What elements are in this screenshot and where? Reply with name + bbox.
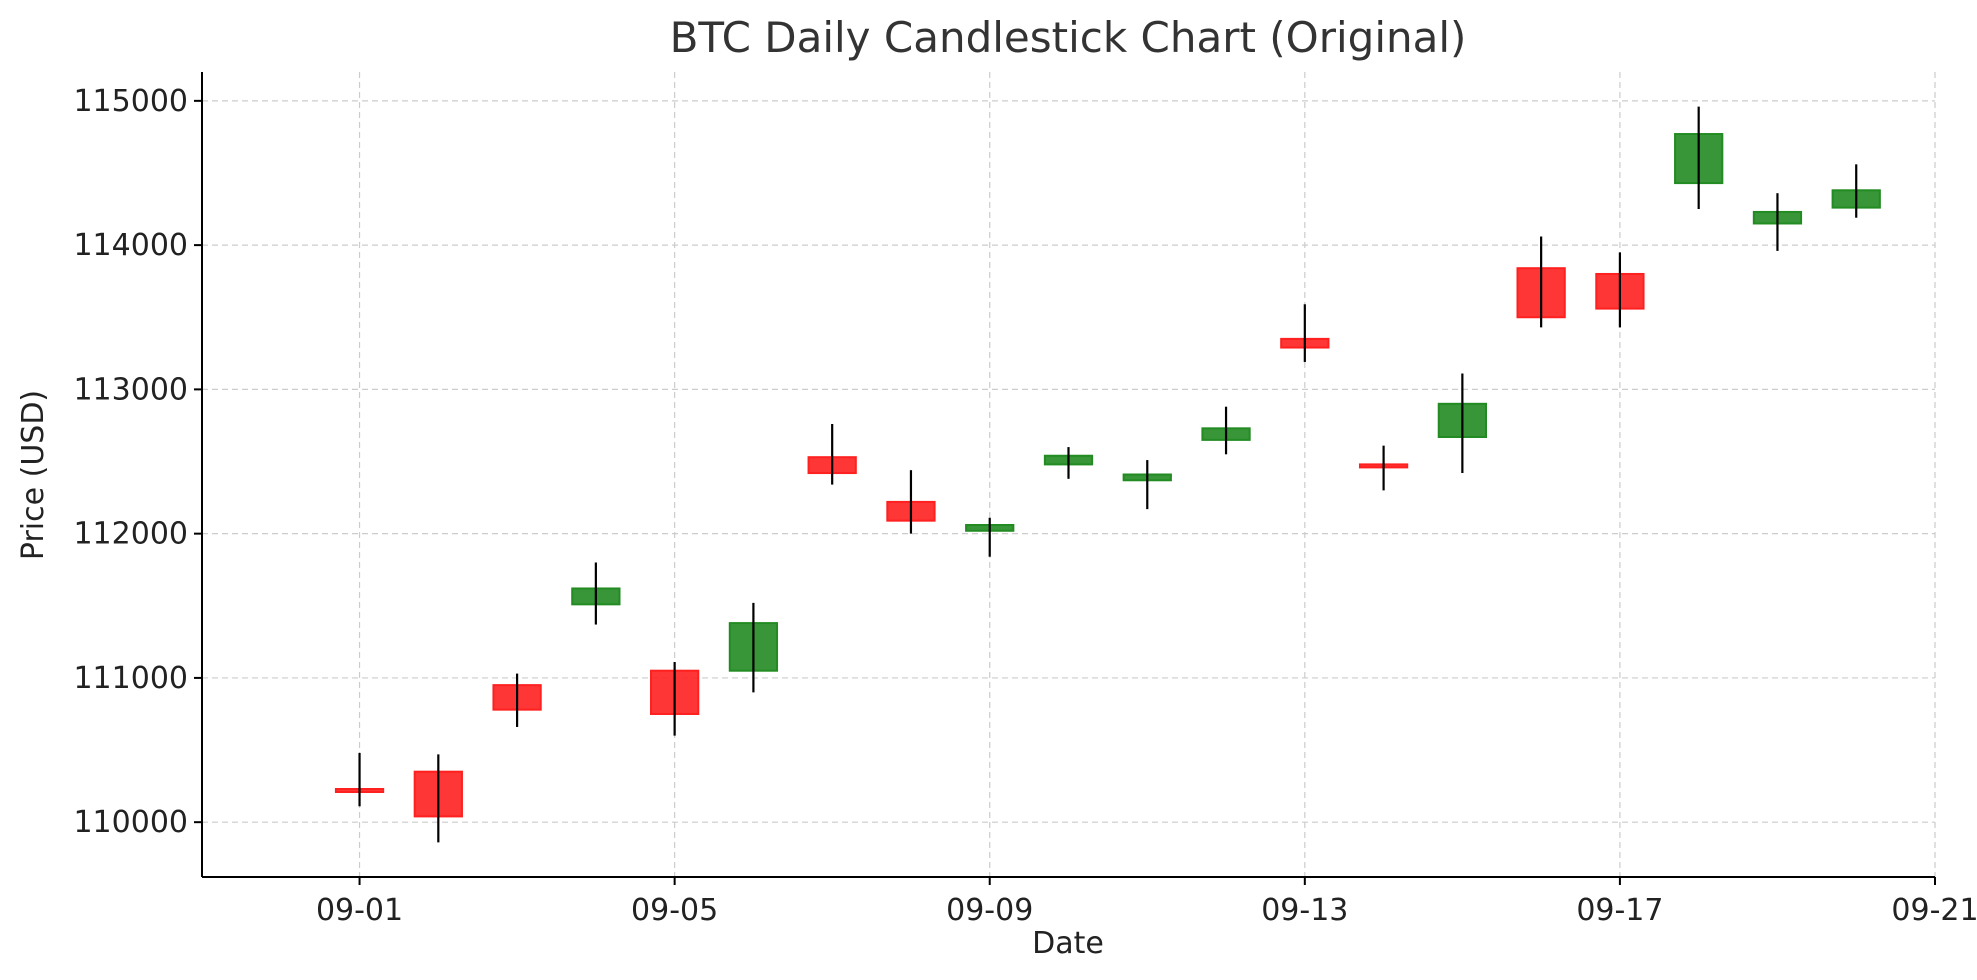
candle-2025-09-07 — [807, 424, 857, 485]
candle-2025-09-03 — [492, 673, 542, 727]
candle-2025-09-15 — [1437, 373, 1487, 474]
y-axis-label: Price (USD) — [16, 390, 51, 560]
candle-2025-09-09 — [965, 517, 1015, 557]
x-tick-label: 09-17 — [1576, 893, 1663, 928]
candles — [334, 106, 1881, 843]
candle-2025-09-02 — [413, 754, 463, 843]
candle-2025-09-14 — [1358, 445, 1409, 491]
y-tick-label: 110000 — [73, 805, 188, 840]
y-tick-label: 115000 — [73, 84, 188, 119]
candle-2025-09-17 — [1595, 252, 1645, 328]
candle-2025-09-13 — [1280, 304, 1330, 362]
y-tick-label: 113000 — [73, 372, 188, 407]
candle-2025-09-19 — [1752, 193, 1803, 251]
candle-2025-09-16 — [1516, 236, 1566, 328]
candle-2025-09-05 — [650, 662, 700, 736]
grid — [202, 72, 1936, 877]
x-tick-label: 09-01 — [316, 893, 403, 928]
candle-2025-09-10 — [1043, 447, 1094, 479]
y-tick-label: 114000 — [73, 228, 188, 263]
candle-2025-09-04 — [571, 562, 621, 625]
x-tick-label: 09-13 — [1261, 893, 1348, 928]
x-tick-label: 09-21 — [1891, 893, 1977, 928]
candle-2025-09-01 — [334, 752, 385, 807]
candle-2025-09-20 — [1831, 164, 1881, 218]
y-axis-ticks: 110000 111000 112000 113000 114000 115000 — [73, 84, 202, 840]
x-axis-ticks: 09-01 09-05 09-09 09-13 09-17 09-21 — [316, 877, 1977, 928]
candle-2025-09-11 — [1122, 460, 1172, 510]
candle-2025-09-08 — [886, 470, 936, 534]
chart-title: BTC Daily Candlestick Chart (Original) — [670, 13, 1467, 62]
y-tick-label: 112000 — [73, 517, 188, 552]
candle-2025-09-18 — [1674, 106, 1724, 210]
x-tick-label: 09-05 — [631, 893, 718, 928]
candle-2025-09-12 — [1201, 406, 1251, 455]
y-tick-label: 111000 — [73, 661, 188, 696]
x-axis-label: Date — [1032, 926, 1104, 961]
x-tick-label: 09-09 — [946, 893, 1033, 928]
candle-2025-09-06 — [728, 602, 779, 693]
